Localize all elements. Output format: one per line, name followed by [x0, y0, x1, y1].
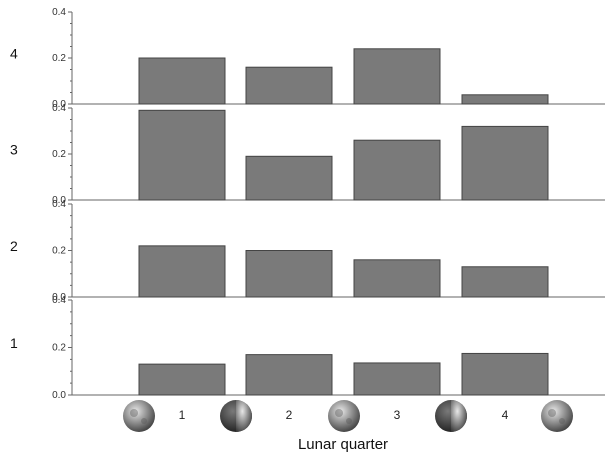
panel-3: 3 0.0 0.2 0.4: [10, 103, 605, 206]
y-tick-label: 0.2: [52, 53, 66, 64]
bar-panel-1-q4: [461, 352, 549, 396]
y-tick-label: 0.0: [52, 292, 66, 303]
panels-layer: 4 0.0 0.2 0.4 3 0.0 0.2 0.4 2 0.0 0.2 0.4 1 0.0 0.2 0.4: [10, 7, 605, 401]
bar-panel-2-q2: [245, 250, 333, 298]
y-tick-label: 0.0: [52, 195, 66, 206]
half-moon-icon: [435, 400, 467, 432]
bar-panel-2-q3: [353, 259, 441, 298]
panel-2: 2 0.0 0.2 0.4: [10, 199, 605, 303]
y-tick-label: 0.4: [52, 199, 66, 210]
x-tick-label: 3: [394, 408, 401, 422]
bar-panel-4-q1: [138, 57, 226, 105]
y-tick-label: 0.4: [52, 103, 66, 114]
y-tick-label: 0.0: [52, 99, 66, 110]
bar-panel-4-q3: [353, 48, 441, 105]
panel-row-label: 1: [10, 335, 18, 351]
bar-panel-1-q3: [353, 362, 441, 396]
bar-panel-1-q2: [245, 354, 333, 396]
x-tick-label: 4: [502, 408, 509, 422]
panel-1: 1 0.0 0.2 0.4: [10, 295, 605, 401]
y-tick-label: 0.4: [52, 295, 66, 306]
panel-row-label: 4: [10, 45, 18, 61]
x-tick-label: 1: [179, 408, 186, 422]
y-tick-label: 0.4: [52, 7, 66, 18]
bar-panel-4-q2: [245, 66, 333, 105]
bar-panel-3-q3: [353, 139, 441, 201]
half-moon-icon: [220, 400, 252, 432]
bar-panel-2-q4: [461, 266, 549, 298]
x-tick-label: 2: [286, 408, 293, 422]
full-moon-icon: [328, 400, 360, 432]
bar-panel-3-q2: [245, 155, 333, 201]
y-tick-label: 0.0: [52, 390, 66, 401]
bar-panel-4-q4: [461, 94, 549, 105]
bar-panel-2-q1: [138, 245, 226, 298]
panel-row-label: 2: [10, 238, 18, 254]
bar-panel-3-q1: [138, 109, 226, 201]
bar-panel-3-q4: [461, 125, 549, 201]
y-tick-label: 0.2: [52, 246, 66, 257]
panel-4: 4 0.0 0.2 0.4: [10, 7, 605, 110]
bar-panel-1-q1: [138, 363, 226, 396]
panel-row-label: 3: [10, 141, 18, 157]
full-moon-icon: [541, 400, 573, 432]
x-axis-title: Lunar quarter: [298, 436, 388, 453]
full-moon-icon: [123, 400, 155, 432]
x-axis-layer: 1 2 3 4 Lunar quarter: [123, 400, 573, 453]
y-tick-label: 0.2: [52, 149, 66, 160]
y-tick-label: 0.2: [52, 343, 66, 354]
